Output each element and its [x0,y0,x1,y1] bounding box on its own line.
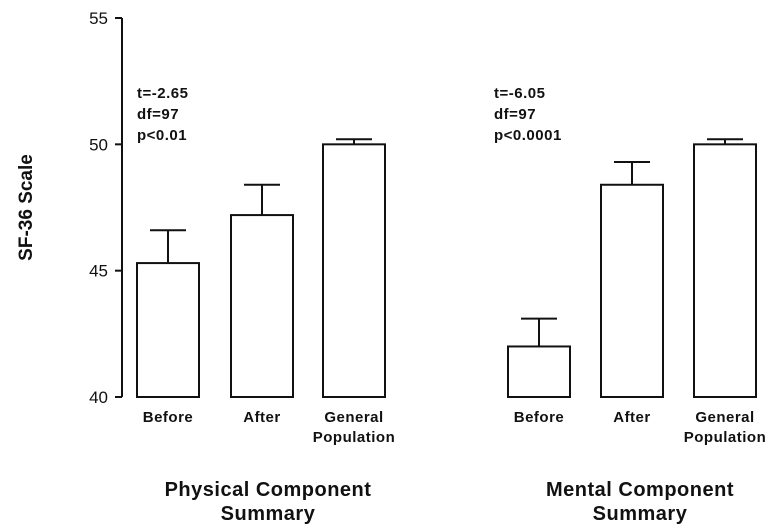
category-label: General [324,409,383,426]
bar [507,345,571,399]
bar [693,143,757,398]
y-tick-label: 50 [89,135,108,154]
category-label: After [613,409,651,426]
stat-annotation: p<0.01 [137,127,187,144]
category-label: After [243,409,281,426]
category-label: Population [313,429,396,446]
group-title: Mental Component [546,479,734,501]
group-title: Physical Component [165,479,372,501]
stat-annotation: df=97 [137,106,179,123]
bar [600,183,664,398]
group-title: Summary [593,503,688,525]
y-axis-label: SF-36 Scale [16,154,37,261]
category-label: Before [143,409,194,426]
group-title: Summary [221,503,316,525]
y-tick-label: 45 [89,262,108,281]
stat-annotation: t=-2.65 [137,85,188,102]
bar [322,143,386,398]
stat-annotation: t=-6.05 [494,85,545,102]
stat-annotation: df=97 [494,106,536,123]
category-label: General [695,409,754,426]
y-tick-label: 55 [89,9,108,28]
stat-annotation: p<0.0001 [494,127,562,144]
y-tick-label: 40 [89,388,108,407]
category-label: Before [514,409,565,426]
bar [230,214,294,398]
bar [136,262,200,398]
category-label: Population [684,429,767,446]
